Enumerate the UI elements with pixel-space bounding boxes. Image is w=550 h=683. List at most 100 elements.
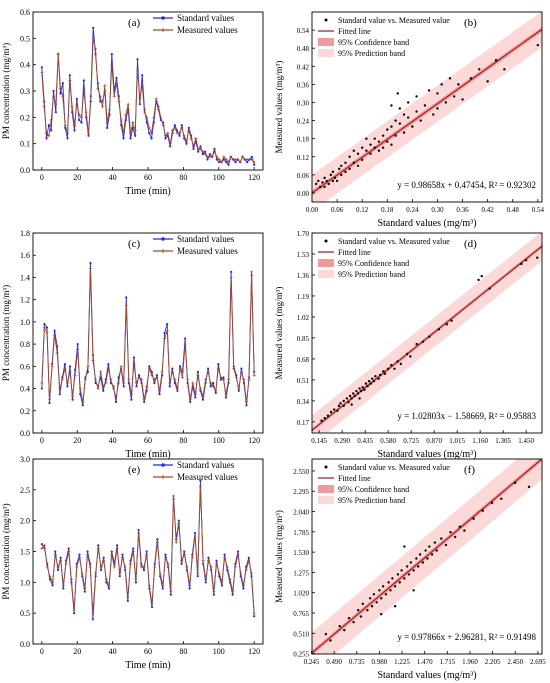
scatter-point (390, 104, 393, 107)
standard-point (45, 326, 49, 329)
x-axis-label: Time (min) (125, 660, 170, 671)
scatter-point (445, 323, 449, 326)
standard-point (63, 363, 66, 366)
standard-point (212, 381, 215, 385)
scatter-point (368, 597, 372, 600)
measured-point (114, 395, 118, 399)
scatter-point (371, 377, 374, 380)
x-tick-label: 0.980 (372, 658, 388, 666)
measured-point (221, 378, 225, 382)
y-tick-label: 1.2 (20, 296, 30, 305)
measured-point (183, 342, 187, 346)
scatter-point (390, 363, 393, 367)
x-tick-label: 40 (109, 647, 117, 656)
standard-point (110, 53, 113, 56)
scatter-point (411, 125, 414, 128)
measured-point (68, 78, 72, 82)
measured-point (54, 102, 58, 106)
measured-point (150, 602, 154, 606)
standard-point (177, 519, 181, 522)
y-tick-label: 0.255 (293, 651, 309, 659)
scatter-point (389, 589, 392, 592)
scatter-point (356, 152, 360, 155)
scatter-point (480, 275, 483, 278)
y-tick-label: 1.275 (293, 569, 309, 577)
scatter-point (380, 613, 383, 616)
x-axis-label: Standard values (mg/m³) (377, 449, 476, 460)
standard-point (253, 615, 256, 618)
scatter-point (430, 553, 434, 556)
measured-point (88, 565, 92, 569)
scatter-point (327, 182, 330, 186)
measured-point (159, 115, 163, 119)
scatter-point (373, 146, 376, 149)
measured-point (241, 583, 245, 587)
plot-area (33, 459, 263, 644)
y-tick-label: 0.0 (20, 166, 30, 175)
standard-point (166, 323, 169, 326)
measured-point (47, 134, 51, 138)
measured-point (69, 577, 73, 581)
scatter-point (314, 182, 318, 186)
scatter-point (415, 557, 418, 560)
scatter-point (319, 185, 322, 189)
standard-point (129, 137, 132, 140)
plot-frame (311, 232, 543, 434)
series-line-measured (41, 268, 255, 402)
standard-point (180, 124, 183, 127)
measured-point (56, 565, 60, 569)
standard-point (201, 153, 204, 156)
plot-frame (311, 11, 543, 203)
measured-point (224, 157, 228, 161)
scatter-point (453, 535, 457, 539)
scatter-point (421, 340, 425, 343)
scatter-point (324, 632, 328, 636)
panel-label: (b) (464, 17, 477, 29)
scatter-point (356, 609, 360, 612)
measured-point (63, 123, 67, 127)
scatter-point (418, 553, 422, 556)
panel-label: (c) (128, 238, 141, 250)
measured-point (45, 131, 49, 135)
legend-marker (161, 16, 165, 20)
scatter-point (396, 92, 399, 95)
x-tick-label: 1.015 (449, 437, 465, 445)
measured-point (94, 571, 98, 575)
standard-point (75, 97, 78, 100)
standard-point (62, 587, 65, 590)
measured-point (222, 155, 226, 159)
measured-point (77, 556, 81, 560)
measured-point (106, 367, 110, 371)
scatter-point (337, 404, 341, 408)
y-tick-label: 1.4 (20, 273, 30, 282)
legend-marker (161, 28, 165, 32)
measured-point (145, 115, 149, 119)
measured-point (173, 126, 177, 130)
standard-point (122, 385, 125, 388)
standard-point (87, 134, 90, 137)
x-tick-label: 40 (109, 436, 117, 445)
scatter-point (398, 581, 401, 584)
legend-marker (318, 259, 334, 267)
measured-point (168, 142, 172, 146)
measured-point (178, 367, 182, 371)
x-tick-label: 0.870 (426, 437, 442, 445)
measured-point (212, 590, 216, 594)
legend-marker (318, 38, 334, 46)
measured-point (96, 86, 100, 90)
measured-point (215, 562, 219, 566)
scatter-point (342, 399, 345, 403)
scatter-point (394, 119, 397, 122)
measured-point (83, 587, 87, 590)
scatter-point (345, 397, 349, 400)
x-axis-label: Standard values (mg/m³) (377, 670, 476, 681)
measured-point (139, 565, 143, 569)
legend-label: Standard value vs. Measured value (338, 16, 450, 25)
measured-point (96, 546, 100, 550)
measured-point (161, 123, 165, 127)
standard-point (131, 126, 134, 129)
measured-point (45, 331, 49, 335)
scatter-point (333, 408, 336, 411)
measured-point (226, 160, 230, 164)
scatter-point (356, 392, 360, 395)
